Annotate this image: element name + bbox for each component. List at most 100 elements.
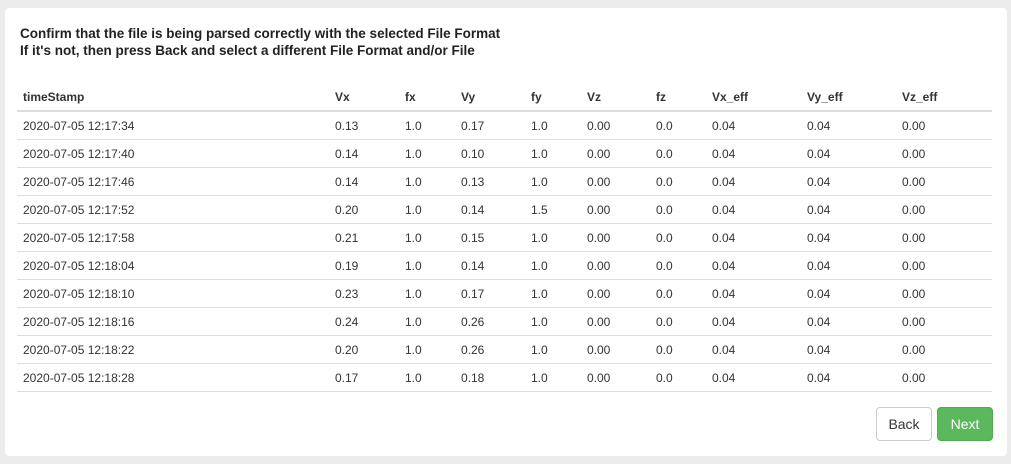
table-cell: 0.04 [706,139,801,168]
table-row: 2020-07-05 12:17:52 0.20 1.0 0.14 1.5 0.00 0.0… [17,195,992,224]
table-cell: 0.0 [650,307,706,336]
table-cell: 1.0 [399,195,455,224]
table-cell: 0.15 [455,223,525,252]
table-cell: 2020-07-05 12:17:52 [17,195,329,224]
table-cell: 2020-07-05 12:18:22 [17,335,329,364]
table-body: 2020-07-05 12:17:34 0.13 1.0 0.17 1.0 0.00 0.0… [17,111,992,392]
table-cell: 0.18 [455,363,525,392]
table-cell: 0.04 [801,167,896,196]
table-cell: 0.24 [329,307,399,336]
table-cell: 0.04 [706,111,801,140]
column-header: Vz_eff [896,83,992,112]
column-header: Vy_eff [801,83,896,112]
table-cell: 1.0 [399,251,455,280]
table-cell: 0.26 [455,335,525,364]
next-button[interactable]: Next [937,407,993,441]
table-cell: 1.0 [525,167,581,196]
table-cell: 0.04 [801,251,896,280]
column-header: fx [399,83,455,112]
table-cell: 0.00 [896,195,992,224]
table-cell: 0.14 [329,139,399,168]
table-cell: 2020-07-05 12:18:04 [17,251,329,280]
table-cell: 0.13 [329,111,399,140]
table-cell: 0.00 [896,307,992,336]
table-cell: 1.0 [525,139,581,168]
table-cell: 1.0 [525,111,581,140]
back-button[interactable]: Back [876,407,932,441]
table-cell: 0.0 [650,111,706,140]
table-cell: 0.00 [896,251,992,280]
table-cell: 0.0 [650,363,706,392]
table-cell: 0.00 [896,223,992,252]
table-cell: 0.04 [706,195,801,224]
table-cell: 0.0 [650,223,706,252]
table-cell: 0.13 [455,167,525,196]
table-cell: 0.21 [329,223,399,252]
table-cell: 0.04 [706,167,801,196]
table-row: 2020-07-05 12:18:10 0.23 1.0 0.17 1.0 0.00 0.0… [17,279,992,308]
table-cell: 0.00 [581,139,650,168]
table-cell: 1.0 [525,363,581,392]
table-cell: 0.20 [329,195,399,224]
table-cell: 0.00 [581,279,650,308]
table-cell: 0.00 [581,335,650,364]
table-cell: 0.04 [801,335,896,364]
table-cell: 0.04 [706,363,801,392]
table-cell: 0.14 [455,251,525,280]
column-header: Vx [329,83,399,112]
table-cell: 0.10 [455,139,525,168]
table-cell: 2020-07-05 12:18:16 [17,307,329,336]
parsed-data-table: timeStamp Vx fx Vy fy Vz fz Vx_eff Vy_ef… [17,83,992,392]
table-cell: 2020-07-05 12:18:28 [17,363,329,392]
table-cell: 0.00 [896,139,992,168]
table-cell: 0.04 [801,139,896,168]
instructions: Confirm that the file is being parsed co… [20,25,500,59]
table-cell: 0.04 [801,279,896,308]
table-row: 2020-07-05 12:17:46 0.14 1.0 0.13 1.0 0.00 0.0… [17,167,992,196]
table-cell: 0.04 [706,251,801,280]
table-row: 2020-07-05 12:17:40 0.14 1.0 0.10 1.0 0.00 0.0… [17,139,992,168]
wizard-card: Confirm that the file is being parsed co… [5,8,1007,456]
table-cell: 2020-07-05 12:18:10 [17,279,329,308]
table-cell: 0.23 [329,279,399,308]
table-cell: 0.04 [706,279,801,308]
table-cell: 0.00 [581,363,650,392]
table-cell: 0.20 [329,335,399,364]
table-cell: 1.0 [399,363,455,392]
column-header: Vy [455,83,525,112]
table-cell: 0.0 [650,195,706,224]
table-row: 2020-07-05 12:18:28 0.17 1.0 0.18 1.0 0.00 0.0… [17,363,992,392]
table-header-row: timeStamp Vx fx Vy fy Vz fz Vx_eff Vy_ef… [17,83,992,112]
table-cell: 0.00 [896,335,992,364]
table-cell: 0.26 [455,307,525,336]
table-cell: 0.04 [801,363,896,392]
table-cell: 0.04 [801,111,896,140]
column-header: timeStamp [17,83,329,112]
table-cell: 0.04 [801,195,896,224]
table-cell: 1.0 [399,223,455,252]
column-header: fz [650,83,706,112]
table-cell: 0.00 [581,195,650,224]
table-cell: 0.04 [706,307,801,336]
table-row: 2020-07-05 12:18:04 0.19 1.0 0.14 1.0 0.00 0.0… [17,251,992,280]
table-cell: 0.00 [581,223,650,252]
table-cell: 0.00 [581,251,650,280]
table-cell: 1.0 [525,307,581,336]
table-cell: 2020-07-05 12:17:46 [17,167,329,196]
table-cell: 1.0 [399,307,455,336]
table-cell: 0.0 [650,167,706,196]
table-cell: 0.00 [896,167,992,196]
table-row: 2020-07-05 12:17:34 0.13 1.0 0.17 1.0 0.00 0.0… [17,111,992,140]
instruction-line-1: Confirm that the file is being parsed co… [20,26,501,41]
table-cell: 0.00 [581,167,650,196]
table-cell: 1.0 [525,335,581,364]
instruction-line-2: If it's not, then press Back and select … [20,43,475,58]
table-cell: 1.0 [399,111,455,140]
table-cell: 1.5 [525,195,581,224]
table-cell: 0.00 [896,111,992,140]
table-cell: 0.04 [706,335,801,364]
table-cell: 2020-07-05 12:17:40 [17,139,329,168]
table-row: 2020-07-05 12:18:16 0.24 1.0 0.26 1.0 0.00 0.0… [17,307,992,336]
table-cell: 0.0 [650,335,706,364]
table-row: 2020-07-05 12:17:58 0.21 1.0 0.15 1.0 0.00 0.0… [17,223,992,252]
